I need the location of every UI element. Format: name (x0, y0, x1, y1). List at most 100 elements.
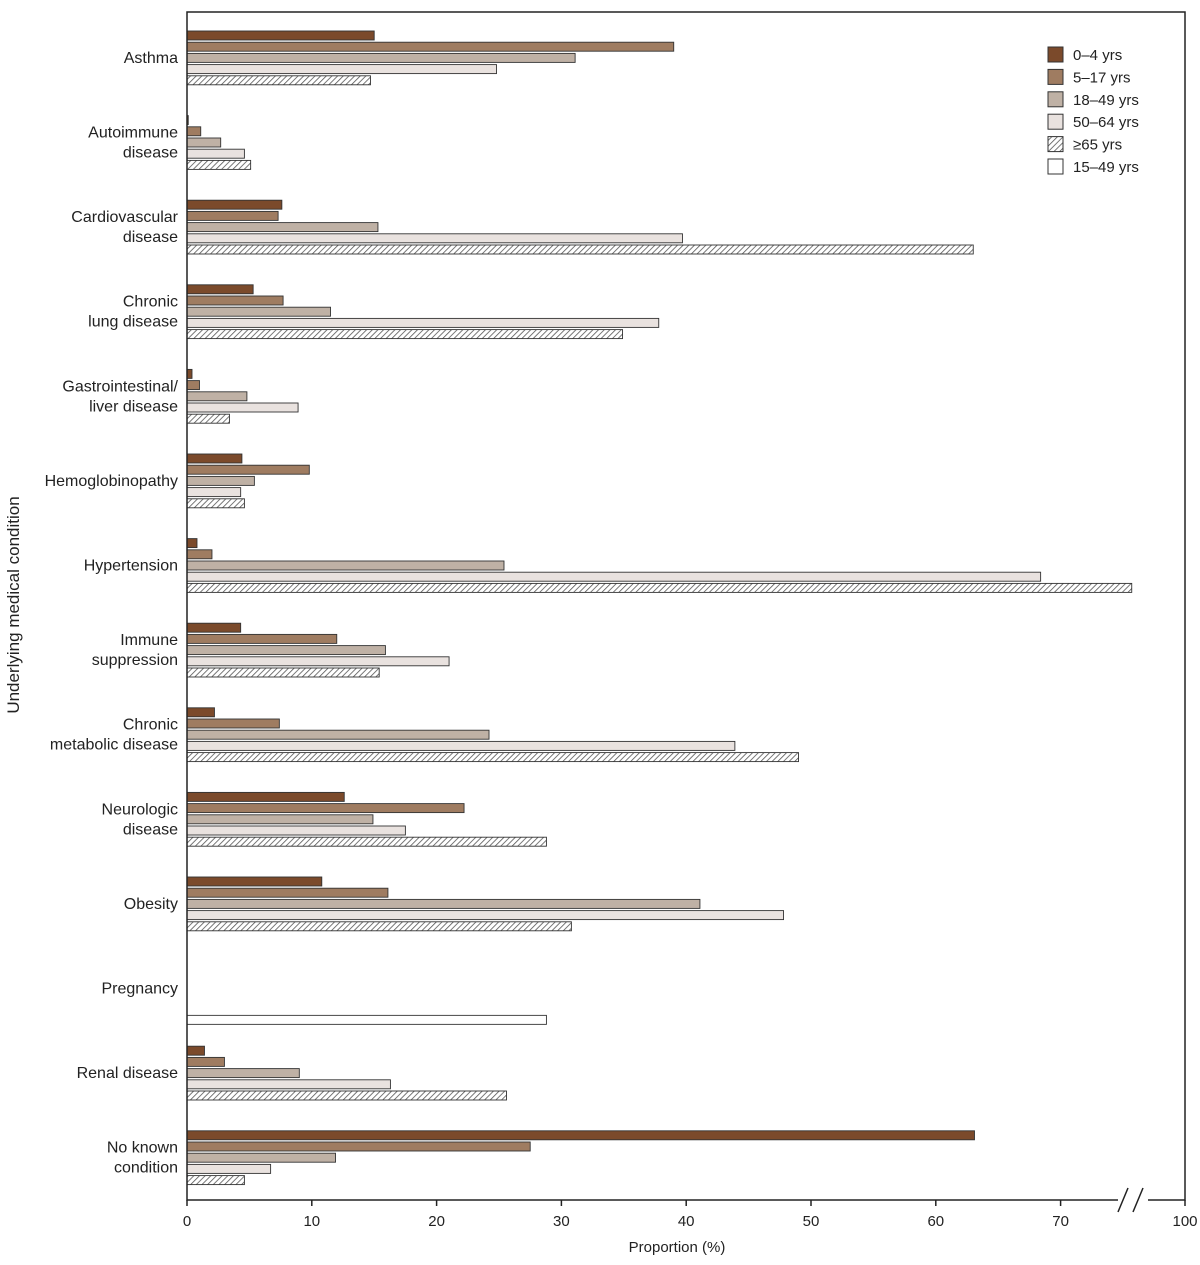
legend: 0–4 yrs 5–17 yrs 18–49 yrs 50–64 yrs ≥65 yrs… (1047, 46, 1139, 176)
bar (186, 329, 624, 340)
bar (186, 233, 683, 244)
bar (186, 317, 660, 328)
category-label: Asthma (124, 50, 178, 67)
bar (186, 413, 230, 424)
bar (186, 582, 1133, 593)
bar (186, 1141, 531, 1152)
category-labels: Asthma Autoimmune disease Cardiovascular dis… (45, 50, 179, 1177)
bar (186, 836, 547, 847)
bar (186, 825, 406, 836)
bar (186, 380, 200, 391)
bar (186, 306, 331, 317)
x-tick-label: 50 (803, 1213, 820, 1230)
bar (186, 475, 255, 486)
legend-swatch (1047, 158, 1064, 175)
x-axis-label: Proportion (%) (629, 1239, 726, 1256)
category-label-line: liver disease (89, 398, 178, 415)
x-tick-label: 10 (303, 1213, 320, 1230)
bar (186, 622, 242, 633)
x-tick-label: 30 (553, 1213, 570, 1230)
axis-break-mark (1132, 1187, 1144, 1213)
bar (186, 1130, 975, 1141)
category-label: Obesity (124, 896, 178, 913)
category-label-line: Immune (120, 632, 178, 649)
y-axis-label: Underlying medical condition (4, 496, 23, 713)
bar (186, 729, 490, 740)
x-tick-label: 100 (1172, 1213, 1197, 1230)
bar (186, 1079, 391, 1090)
legend-swatch (1047, 91, 1064, 108)
bar (186, 1152, 336, 1163)
legend-swatch (1047, 68, 1064, 85)
bar (186, 222, 379, 233)
legend-label: 15–49 yrs (1073, 159, 1139, 176)
bar (186, 464, 310, 475)
legend-label: 50–64 yrs (1073, 114, 1139, 131)
bar (186, 64, 497, 75)
category-label-line: Chronic (123, 717, 178, 734)
category-label-line: Neurologic (102, 801, 178, 818)
x-tick-label: 0 (183, 1213, 191, 1230)
category-label-line: disease (123, 229, 178, 246)
legend-swatch (1047, 46, 1064, 63)
bar (186, 549, 213, 560)
category-label: Neurologic disease (102, 801, 179, 838)
category-label-line: suppression (92, 652, 178, 669)
bar (186, 1045, 205, 1056)
bar (186, 803, 465, 814)
category-label-line: Cardiovascular (71, 209, 178, 226)
category-label-line: Chronic (123, 294, 178, 311)
bar (186, 876, 323, 887)
category-label-line: metabolic disease (50, 737, 178, 754)
bar (186, 52, 576, 63)
legend-swatch (1047, 136, 1064, 153)
category-label: Autoimmune disease (88, 125, 178, 162)
category-label-line: Gastrointestinal/ (62, 378, 178, 395)
category-label: Immune suppression (92, 632, 178, 669)
category-label-line: disease (123, 821, 178, 838)
axis-break-mark (1117, 1187, 1129, 1213)
bar (186, 487, 242, 498)
category-label: Hypertension (84, 558, 178, 575)
bar (186, 791, 345, 802)
category-label-line: lung disease (88, 314, 178, 331)
bar (186, 159, 252, 170)
bar (186, 656, 450, 667)
bar (186, 898, 701, 909)
category-label: Chronic lung disease (88, 294, 178, 331)
x-tick-label: 60 (927, 1213, 944, 1230)
bar (186, 718, 280, 729)
category-label: Pregnancy (102, 981, 179, 998)
category-label: No known condition (107, 1140, 178, 1177)
bar (186, 453, 243, 464)
legend-label: ≥65 yrs (1073, 137, 1122, 154)
bar (186, 244, 974, 255)
bar (186, 1056, 225, 1067)
bar (186, 752, 799, 763)
category-label-line: Autoimmune (88, 125, 178, 142)
x-tick-label: 40 (678, 1213, 695, 1230)
bar (186, 887, 389, 898)
category-label: Chronic metabolic disease (50, 717, 178, 754)
bar (186, 498, 245, 509)
bar (186, 391, 248, 402)
bar (186, 210, 279, 221)
category-label-line: condition (114, 1160, 178, 1177)
bar (186, 137, 222, 148)
bar (186, 402, 299, 413)
bar (186, 75, 371, 86)
bar (186, 571, 1042, 582)
bar (186, 148, 245, 159)
category-label: Hemoglobinopathy (45, 473, 178, 490)
bar (186, 910, 784, 921)
axes: 0 10 20 30 40 50 60 70 100 (183, 11, 1198, 1230)
legend-label: 18–49 yrs (1073, 92, 1139, 109)
axis-break-gap (1118, 1196, 1148, 1204)
bar (186, 560, 505, 571)
bar (186, 295, 284, 306)
bar (186, 645, 386, 656)
category-label-line: No known (107, 1140, 178, 1157)
bar (186, 1163, 272, 1174)
bar (186, 126, 202, 137)
